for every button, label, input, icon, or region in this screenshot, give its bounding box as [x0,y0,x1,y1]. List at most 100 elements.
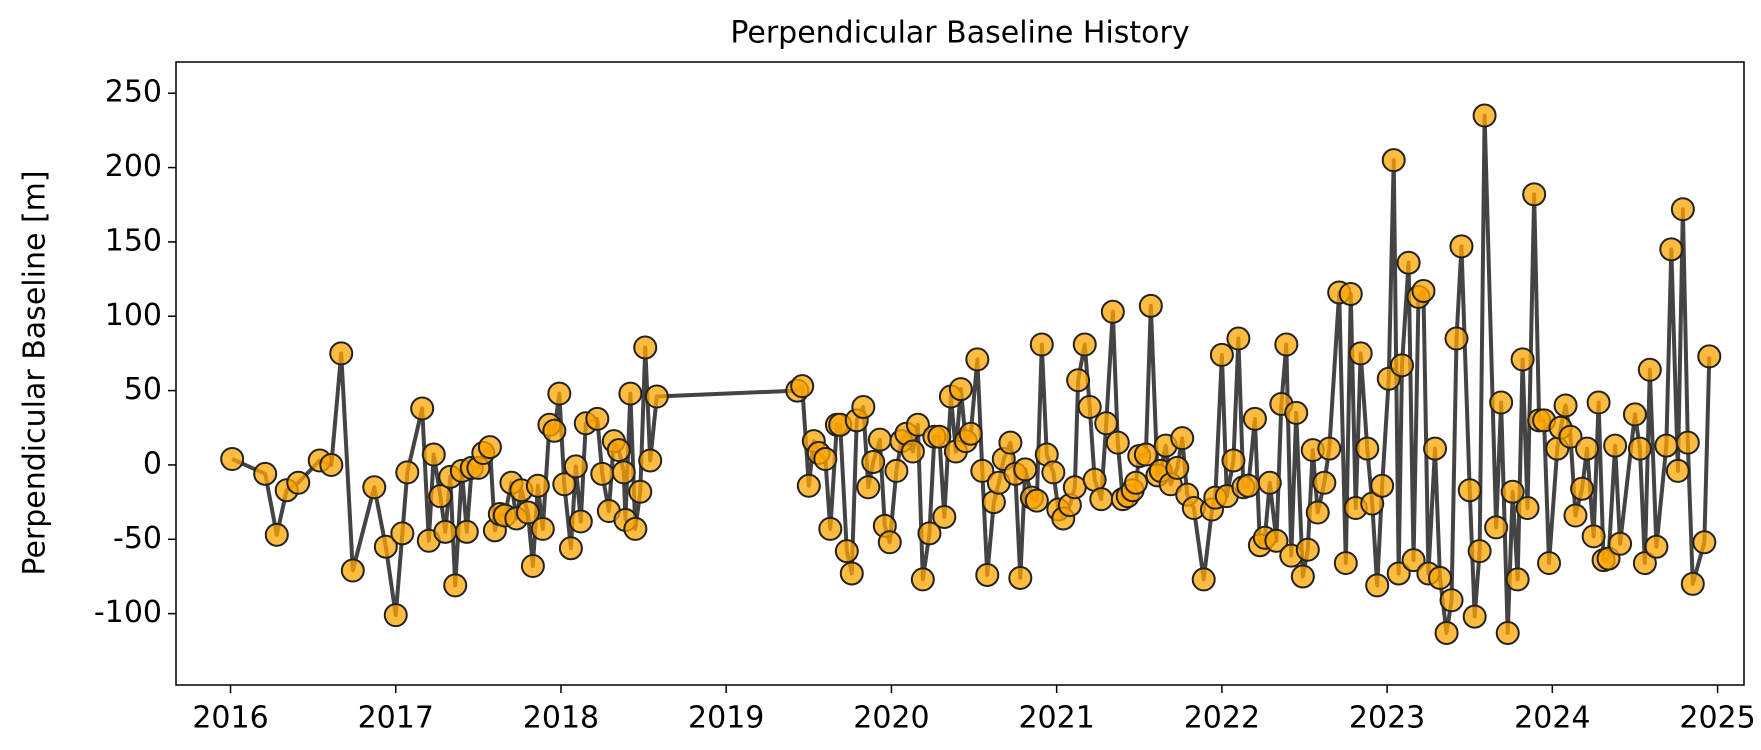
data-point [1138,293,1163,318]
data-point [1008,565,1033,590]
data-point [515,500,540,525]
data-point [611,460,636,485]
data-point [861,449,886,474]
data-point [884,458,909,483]
data-point [1264,528,1289,553]
y-tick-label: 100 [105,298,162,333]
data-point [1586,390,1611,415]
y-tick-label: 50 [124,372,162,407]
data-point [253,461,278,486]
data-point [220,446,245,471]
y-tick-label: -100 [94,595,162,630]
x-tick-label: 2016 [192,701,268,736]
data-point [1100,299,1125,324]
data-point [1209,342,1234,367]
series-line [231,113,1712,635]
data-point [1500,479,1525,504]
data-point [910,567,935,592]
data-point [395,460,420,485]
data-point [1444,326,1469,351]
data-point [1423,436,1448,461]
data-point [1654,433,1679,458]
x-tick-label: 2020 [853,701,929,736]
y-tick-label: 250 [105,75,162,110]
data-point [1221,448,1246,473]
data-point [1659,237,1684,262]
data-point [1066,368,1091,393]
data-point [644,384,669,409]
chart-title: Perpendicular Baseline History [730,16,1189,51]
data-point [1284,400,1309,425]
data-point [856,475,881,500]
data-point [1305,500,1330,525]
data-point [1257,470,1282,495]
data-point [1312,470,1337,495]
data-point [1558,424,1583,449]
data-point [1467,539,1492,564]
data-point [1510,347,1535,372]
data-point [1226,326,1251,351]
data-point [1563,503,1588,528]
data-point [340,558,365,583]
data-point [927,424,952,449]
data-point [590,461,615,486]
data-point [633,335,658,360]
data-point [585,406,610,431]
data-point [1295,537,1320,562]
x-tick-label: 2022 [1184,701,1260,736]
data-point [1537,551,1562,576]
data-point [1632,551,1657,576]
data-point [900,439,925,464]
data-point [1670,197,1695,222]
data-point [790,374,815,399]
data-point [390,521,415,546]
data-point [1029,332,1054,357]
data-point [1133,442,1158,467]
data-point [1427,565,1452,590]
data-point [433,519,458,544]
data-point [563,454,588,479]
data-point [1365,573,1390,598]
data-point [1401,548,1426,573]
data-point [1360,491,1385,516]
data-point [1570,476,1595,501]
data-point [1553,393,1578,418]
data-point [975,562,1000,587]
data-point [1355,436,1380,461]
data-point [1386,561,1411,586]
data-point [1603,433,1628,458]
plot-frame [175,61,1745,686]
y-tick-label: 150 [105,223,162,258]
data-point [1644,534,1669,559]
y-tick-label: 0 [143,446,162,481]
data-point [383,603,408,628]
data-point [606,438,631,463]
data-point [1462,604,1487,629]
x-tick-label: 2019 [688,701,764,736]
data-point [1094,411,1119,436]
data-point [1457,478,1482,503]
data-point [1191,567,1216,592]
data-point [1170,426,1195,451]
data-point [1348,341,1373,366]
data-point [1236,473,1261,498]
data-point [958,421,983,446]
x-tick-label: 2018 [523,701,599,736]
data-point [1680,571,1705,596]
data-point [917,521,942,546]
data-point [1495,620,1520,645]
data-point [998,430,1023,455]
data-point [428,484,453,509]
data-point [1622,402,1647,427]
data-point [558,536,583,561]
y-tick-label: -50 [113,521,162,556]
data-point [552,472,577,497]
data-point [905,412,930,437]
data-point [1072,332,1097,357]
data-point [867,427,892,452]
data-point [839,561,864,586]
x-tick-label: 2017 [358,701,434,736]
data-point [813,446,838,471]
data-point [1505,567,1530,592]
